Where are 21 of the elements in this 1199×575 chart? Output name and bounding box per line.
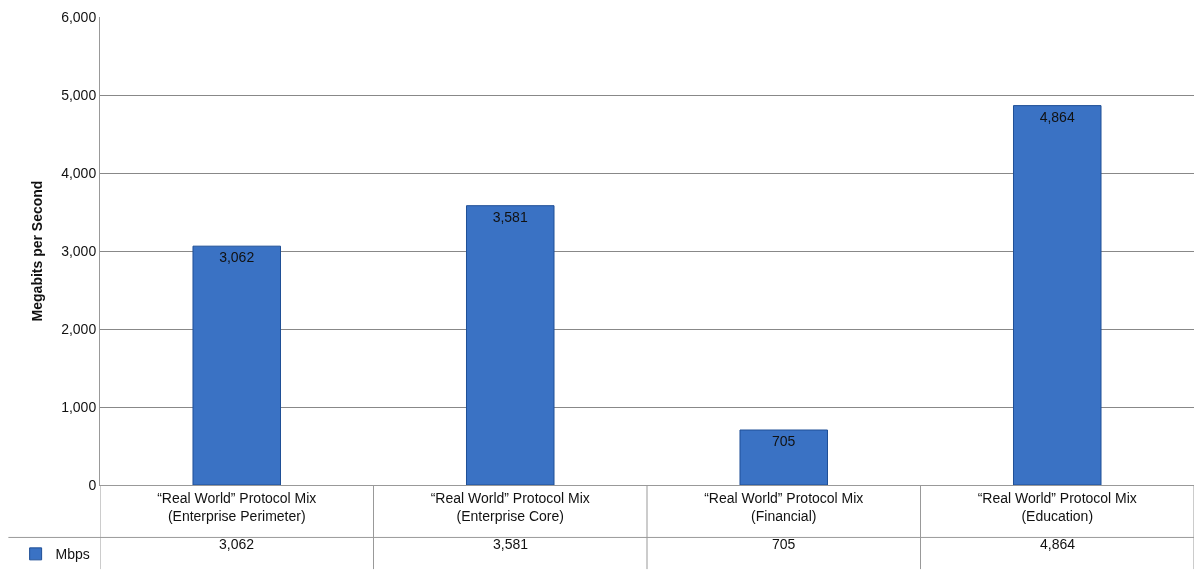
x-tick-label: “Real World” Protocol Mix (Financial)	[704, 489, 864, 524]
data-label: 705	[772, 536, 796, 552]
text: 4,864	[1039, 108, 1075, 125]
legend-label: Mbps	[55, 546, 90, 563]
x-tick-label: “Real World” Protocol Mix (Enterprise Perimeter)	[157, 489, 317, 524]
text: 705	[771, 433, 796, 450]
y-tick-label: 0	[88, 476, 97, 493]
data-label: 4,864	[1040, 536, 1076, 552]
y-tick-label: 4,000	[61, 164, 97, 181]
data-label: 3,062	[219, 536, 255, 552]
y-axis-title: Megabits per Second	[28, 180, 45, 322]
x-tick-label: “Real World” Protocol Mix (Education)	[977, 489, 1137, 524]
y-tick-label: 3,000	[61, 242, 97, 259]
data-label: 3,581	[493, 536, 529, 552]
text: 3,062	[219, 249, 255, 266]
y-tick-label: 5,000	[61, 86, 97, 103]
y-tick-label: 2,000	[61, 320, 97, 337]
y-tick-label: 1,000	[61, 398, 97, 415]
x-tick-label: “Real World” Protocol Mix (Enterprise Core)	[430, 489, 590, 524]
y-tick-label: 6,000	[61, 8, 97, 25]
text: 3,581	[492, 208, 528, 225]
